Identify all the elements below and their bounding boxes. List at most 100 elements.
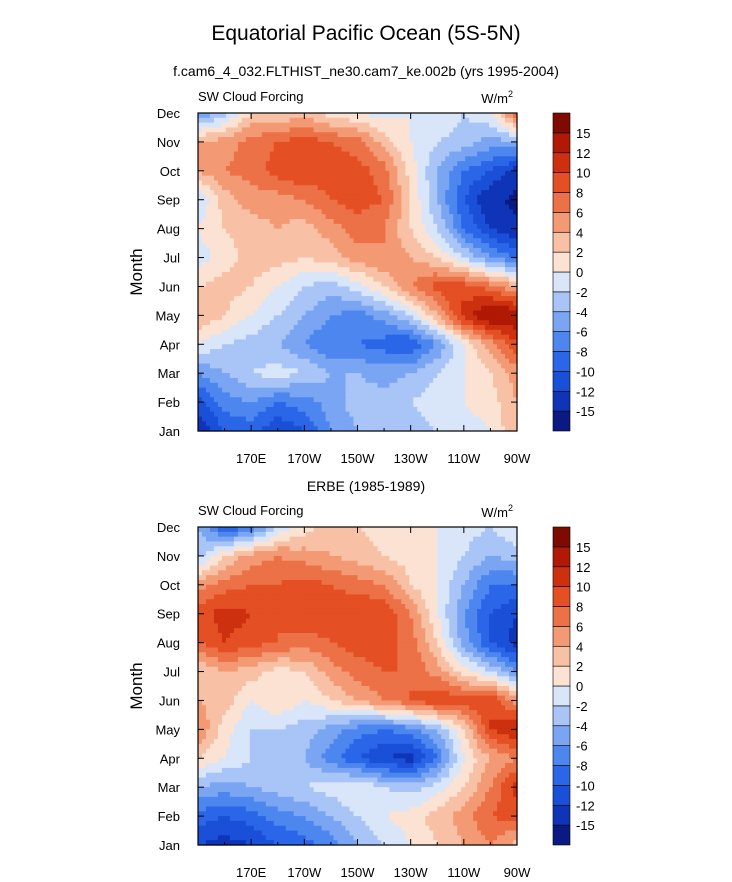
heatmap-cell — [341, 349, 347, 355]
heatmap-cell — [321, 122, 327, 129]
heatmap-cell — [425, 190, 430, 196]
heatmap-cell — [349, 233, 355, 239]
heatmap-cell — [237, 300, 243, 307]
heatmap-cell — [461, 392, 466, 398]
heatmap-cell — [261, 214, 267, 220]
heatmap-cell — [317, 219, 323, 225]
heatmap-cell — [301, 180, 307, 186]
heatmap-cell — [297, 378, 303, 384]
heatmap-cell — [441, 300, 446, 307]
heatmap-cell — [509, 257, 514, 263]
heatmap-cell — [389, 291, 394, 297]
heatmap-cell — [377, 363, 383, 369]
heatmap-cell — [313, 209, 319, 215]
heatmap-cell — [201, 127, 207, 133]
heatmap-cell — [337, 233, 343, 239]
heatmap-cell — [493, 238, 498, 244]
heatmap-cell — [233, 358, 239, 365]
heatmap-cell — [285, 117, 291, 124]
heatmap-cell — [277, 233, 283, 239]
heatmap-cell — [281, 325, 287, 331]
heatmap-cell — [233, 233, 239, 239]
heatmap-cell — [273, 219, 279, 225]
heatmap-cell — [261, 141, 267, 148]
heatmap-cell — [497, 286, 502, 292]
heatmap-cell — [449, 122, 454, 129]
heatmap-cell — [369, 291, 375, 297]
heatmap-cell — [361, 141, 367, 148]
heatmap-cell — [453, 156, 458, 162]
heatmap-cell — [505, 238, 510, 244]
heatmap-cell — [445, 276, 450, 283]
heatmap-cell — [249, 219, 255, 225]
heatmap-cell — [357, 243, 363, 249]
heatmap-cell — [413, 175, 418, 182]
heatmap-cell — [345, 349, 351, 355]
heatmap-cell — [317, 243, 323, 249]
heatmap-cell — [497, 262, 502, 268]
heatmap-cell — [385, 320, 390, 326]
heatmap-cell — [237, 151, 243, 157]
heatmap-cell — [213, 238, 219, 244]
heatmap-cell — [198, 166, 203, 172]
heatmap-cell — [365, 272, 371, 278]
heatmap-cell — [289, 339, 295, 345]
heatmap-cell — [309, 305, 315, 312]
heatmap-cell — [213, 392, 219, 398]
heatmap-cell — [273, 305, 279, 312]
heatmap-cell — [229, 180, 235, 186]
heatmap-cell — [289, 151, 295, 157]
heatmap-cell — [389, 204, 394, 210]
heatmap-cell — [501, 267, 506, 273]
heatmap-cell — [297, 199, 303, 206]
heatmap-cell — [361, 402, 367, 408]
heatmap-cell — [198, 325, 203, 331]
heatmap-cell — [365, 166, 371, 172]
heatmap-cell — [333, 146, 339, 153]
heatmap-cell — [513, 353, 518, 360]
heatmap-cell — [333, 170, 339, 177]
heatmap-cell — [509, 358, 514, 365]
heatmap-cell — [489, 382, 494, 389]
heatmap-cell — [473, 214, 478, 220]
heatmap-cell — [461, 267, 466, 273]
heatmap-cell — [253, 378, 259, 384]
heatmap-cell — [301, 339, 307, 345]
heatmap-cell — [465, 387, 470, 394]
heatmap-cell — [513, 209, 518, 215]
heatmap-cell — [493, 228, 498, 235]
heatmap-cell — [457, 219, 462, 225]
heatmap-cell — [365, 151, 371, 157]
heatmap-cell — [485, 387, 490, 394]
heatmap-cell — [245, 243, 251, 249]
heatmap-cell — [465, 170, 470, 177]
heatmap-cell — [477, 305, 482, 312]
heatmap-cell — [297, 368, 303, 374]
heatmap-cell — [313, 117, 319, 124]
heatmap-cell — [281, 127, 287, 133]
heatmap-cell — [301, 238, 307, 244]
heatmap-cell — [469, 296, 474, 302]
heatmap-cell — [221, 166, 227, 172]
heatmap-cell — [421, 146, 426, 153]
heatmap-cell — [401, 209, 406, 215]
heatmap-cell — [425, 406, 430, 413]
heatmap-cell — [233, 310, 239, 316]
heatmap-cell — [489, 214, 494, 220]
heatmap-cell — [449, 315, 454, 321]
heatmap-cell — [229, 272, 235, 278]
heatmap-cell — [329, 161, 335, 167]
heatmap-cell — [209, 329, 215, 336]
heatmap-cell — [341, 252, 347, 259]
heatmap-cell — [429, 406, 434, 413]
heatmap-cell — [245, 228, 251, 235]
heatmap-cell — [373, 156, 379, 162]
heatmap-cell — [217, 156, 223, 162]
heatmap-cell — [377, 185, 383, 191]
heatmap-cell — [198, 315, 203, 321]
heatmap-cell — [217, 209, 223, 215]
heatmap-cell — [445, 344, 450, 350]
heatmap-cell — [277, 137, 283, 143]
heatmap-cell — [217, 296, 223, 302]
heatmap-cell — [285, 161, 291, 167]
